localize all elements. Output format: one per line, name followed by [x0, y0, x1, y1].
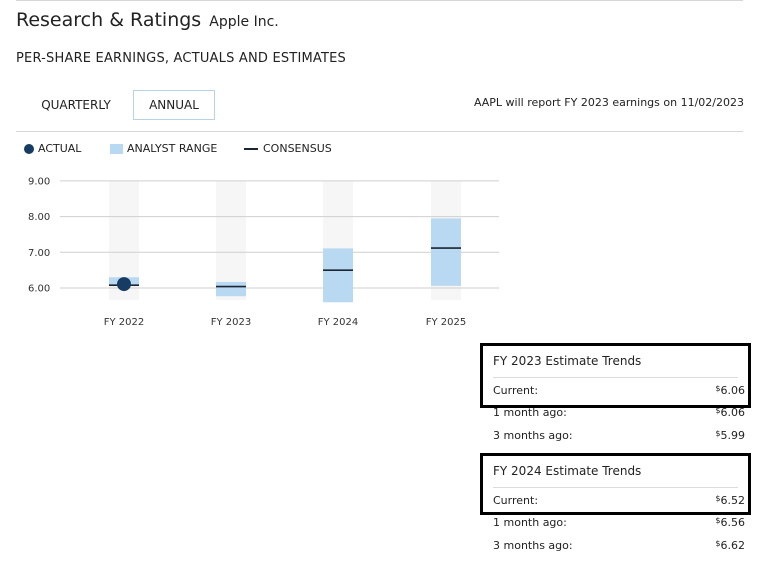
page-title-text: Research & Ratings — [16, 9, 202, 31]
trend-row-3-months: 3 months ago: $5.99 — [493, 429, 745, 443]
section-title: PER-SHARE EARNINGS, ACTUALS AND ESTIMATE… — [16, 51, 346, 66]
legend-consensus-label: CONSENSUS — [263, 142, 332, 155]
analyst-range-bar — [216, 281, 246, 297]
trend-row-3-months: 3 months ago: $6.62 — [493, 539, 745, 553]
trend-separator — [493, 377, 738, 378]
range-swatch-icon — [110, 144, 123, 154]
trend-row-1-month: 1 month ago: $6.06 — [493, 406, 745, 420]
trend-row-value: $6.06 — [715, 384, 745, 397]
trend-row-value: $6.56 — [715, 516, 745, 529]
analyst-range-bar — [431, 218, 461, 286]
x-tick-label: FY 2022 — [104, 317, 145, 328]
analyst-range-bar — [323, 248, 353, 303]
page-title: Research & Ratings Apple Inc. — [16, 9, 279, 31]
trend-row-label: Current: — [493, 494, 539, 507]
tab-quarterly[interactable]: QUARTERLY — [41, 98, 111, 112]
trend-row-label: Current: — [493, 384, 539, 397]
section-divider — [16, 131, 743, 132]
trend-row-current: Current: $6.52 — [493, 494, 745, 508]
trend-title: FY 2024 Estimate Trends — [493, 464, 642, 478]
x-tick-label: FY 2023 — [211, 317, 252, 328]
trend-row-label: 3 months ago: — [493, 429, 573, 442]
trend-row-value: $6.62 — [715, 539, 745, 552]
company-name: Apple Inc. — [209, 14, 279, 30]
trend-row-label: 3 months ago: — [493, 539, 573, 552]
x-tick-label: FY 2025 — [426, 317, 467, 328]
trend-row-value: $6.52 — [715, 494, 745, 507]
highlight-box — [480, 453, 751, 515]
top-rule — [16, 0, 743, 1]
highlight-box — [480, 343, 751, 408]
y-tick-label: 9.00 — [28, 176, 50, 187]
y-tick-label: 6.00 — [28, 284, 50, 295]
actual-point — [117, 277, 131, 292]
consensus-line-icon — [244, 148, 258, 150]
trend-row-label: 1 month ago: — [493, 516, 567, 529]
trend-row-1-month: 1 month ago: $6.56 — [493, 516, 745, 530]
trend-separator — [493, 487, 738, 488]
trend-title: FY 2023 Estimate Trends — [493, 354, 642, 368]
legend-range: ANALYST RANGE — [110, 142, 217, 156]
trend-row-value: $5.99 — [715, 429, 745, 442]
trend-row-value: $6.06 — [715, 406, 745, 419]
legend-consensus: CONSENSUS — [244, 142, 332, 156]
legend-range-label: ANALYST RANGE — [127, 142, 218, 155]
trend-row-current: Current: $6.06 — [493, 384, 745, 398]
x-tick-label: FY 2024 — [318, 317, 359, 328]
legend-actual-label: ACTUAL — [38, 142, 82, 155]
earnings-report-note: AAPL will report FY 2023 earnings on 11/… — [473, 96, 744, 109]
trend-row-label: 1 month ago: — [493, 406, 567, 419]
y-tick-label: 7.00 — [28, 248, 50, 259]
actual-dot-icon — [24, 144, 34, 154]
eps-chart: 9.00 8.00 7.00 6.00 FY 2022 FY 2023 FY 2024 FY … — [28, 176, 499, 328]
legend-actual: ACTUAL — [24, 142, 81, 156]
column-background — [216, 181, 246, 300]
y-tick-label: 8.00 — [28, 212, 50, 223]
tab-annual[interactable]: ANNUAL — [133, 90, 215, 120]
